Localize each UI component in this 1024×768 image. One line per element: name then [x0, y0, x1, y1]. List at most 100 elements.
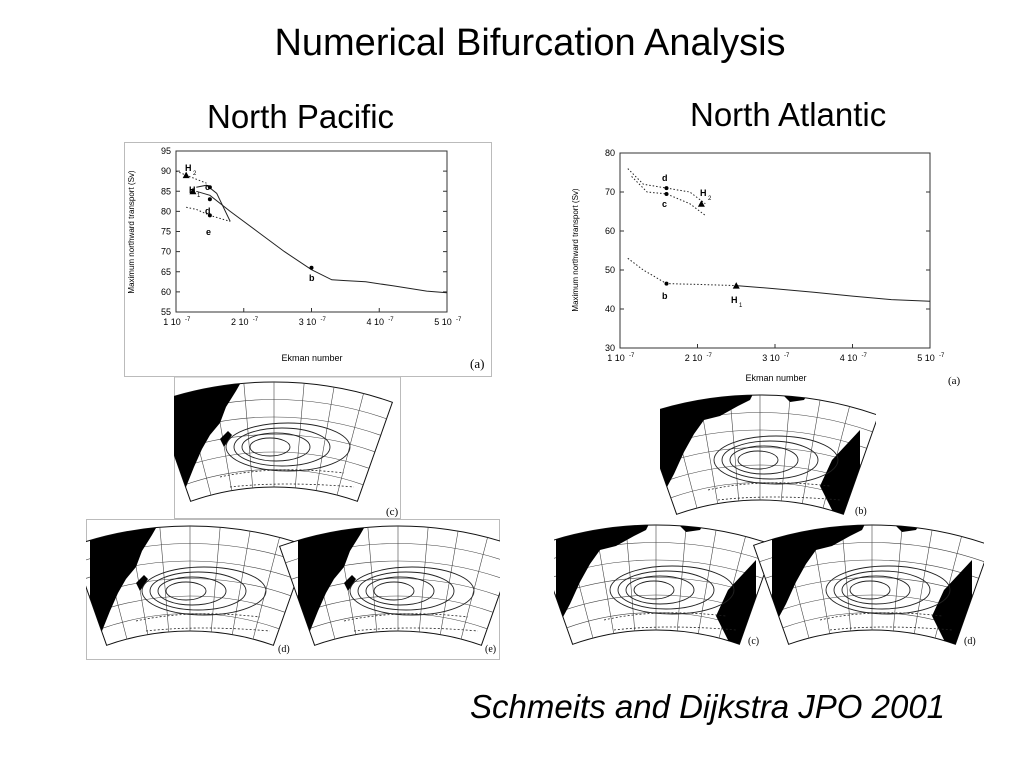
streamline-contour: [713, 435, 839, 485]
point-label-c: c: [205, 182, 210, 192]
x-tick-label: 3 10: [762, 353, 780, 363]
point-label-h2: H: [185, 163, 192, 173]
pacific-map-c: (c): [174, 377, 401, 519]
map-label-d: (d): [964, 636, 976, 647]
marker-h2: [697, 200, 705, 207]
streamline-contour: [633, 580, 675, 600]
y-tick-label: 60: [605, 226, 615, 236]
streamline-contour: [849, 580, 891, 600]
streamline-contour: [349, 566, 475, 616]
streamline-contour: [825, 565, 951, 615]
y-tick-label: 90: [161, 166, 171, 176]
series-line-solid-0: [196, 190, 448, 294]
pacific-bifurcation-chart: 95 90 85 80 75 70 65 60 55 1 10 -7 2 10 -7 3 10 -7 4 1…: [124, 142, 492, 377]
dashed-contour: [135, 613, 261, 622]
parallel: [184, 469, 364, 486]
series-lines: [175, 170, 448, 294]
dashed-contour: [717, 496, 841, 501]
panel-label-a: (a): [470, 356, 484, 371]
panel-label-a: (a): [948, 375, 961, 387]
north-pacific-heading: North Pacific: [207, 98, 395, 135]
point-label-c: c: [662, 199, 667, 209]
streamline-contour: [157, 576, 227, 606]
x-tick-label: 1 10: [607, 353, 625, 363]
dashed-contour: [829, 626, 953, 631]
point-label-h2-sub: 2: [708, 196, 712, 202]
series-lines: [627, 168, 931, 302]
map-label-e: (e): [485, 644, 496, 655]
y-axis-label: Maximum northward transport (Sv): [571, 188, 580, 311]
x-tick-exponent: -7: [456, 317, 462, 323]
x-tick-label: 5 10: [434, 317, 452, 327]
streamline-contour: [737, 450, 779, 470]
parallel: [178, 451, 370, 469]
north-america-landmass: [660, 395, 755, 500]
japan: [344, 575, 356, 591]
y-tick-label: 65: [161, 267, 171, 277]
x-tick-label: 2 10: [685, 353, 703, 363]
streamline-contour: [233, 427, 331, 467]
streamline-contour: [249, 437, 291, 457]
point-label-b: b: [662, 291, 668, 301]
x-tick-label: 4 10: [366, 317, 384, 327]
land: [174, 382, 244, 502]
marker-c: [207, 185, 212, 190]
map-drawing-e: [278, 525, 500, 646]
point-label-h1-sub: 1: [739, 303, 743, 309]
contours: [707, 435, 841, 501]
x-tick-exponent: -7: [321, 317, 327, 323]
y-tick-label: 80: [605, 148, 615, 158]
marker-d: [664, 186, 669, 191]
atlantic-bifurcation-chart: 80 70 60 50 40 30 1 10 -7 2 10 -7 3 10 -7 4 10 -7 5 1…: [571, 148, 961, 387]
point-label-e: e: [206, 227, 211, 237]
y-tick-label: 75: [161, 227, 171, 237]
series-line-dotted-3: [186, 206, 231, 222]
point-label-h1: H: [189, 185, 196, 195]
asia-landmass: [298, 526, 368, 646]
y-tick-label: 30: [605, 343, 615, 353]
streamline-contour: [225, 422, 351, 472]
dashed-contour: [219, 469, 345, 478]
marker-h2: [182, 171, 190, 179]
x-tick-exponent: -7: [939, 353, 945, 359]
series-line-dotted-3: [631, 176, 706, 216]
pacific-maps-de: (d) (e): [86, 519, 500, 660]
streamline-contour: [165, 581, 207, 601]
north-america-landmass: [772, 525, 867, 630]
streamline-contour: [721, 440, 819, 480]
y-axis-ticks: 80 70 60 50 40 30: [605, 148, 930, 353]
marker-e: [207, 213, 212, 218]
dashed-contour: [229, 483, 355, 488]
dashed-contour: [343, 613, 469, 622]
streamline-contour: [609, 565, 735, 615]
dashed-contour: [613, 626, 737, 631]
dashed-contour: [353, 627, 479, 632]
japan: [220, 431, 232, 447]
x-tick-exponent: -7: [253, 317, 259, 323]
citation: Schmeits and Dijkstra JPO 2001: [470, 688, 946, 725]
point-label-d: d: [662, 173, 668, 183]
streamline-contour: [841, 575, 911, 605]
series-line-dotted-1: [627, 257, 737, 287]
contours: [343, 566, 479, 632]
x-tick-exponent: -7: [784, 353, 790, 359]
y-tick-label: 40: [605, 304, 615, 314]
x-axis-label: Ekman number: [745, 373, 806, 383]
y-tick-label: 80: [161, 206, 171, 216]
series-line-solid-0: [736, 285, 931, 302]
streamline-contour: [241, 432, 311, 462]
y-tick-label: 60: [161, 287, 171, 297]
y-tick-label: 85: [161, 186, 171, 196]
point-label-b: b: [309, 273, 315, 283]
x-axis-ticks: 1 10 -7 2 10 -7 3 10 -7 4 10 -7 5 10 -7: [607, 344, 945, 363]
dashed-contour: [145, 627, 271, 632]
contours: [219, 422, 355, 488]
parallel: [302, 595, 494, 613]
marker-c: [664, 191, 669, 196]
streamline-contour: [625, 575, 695, 605]
streamline-contour: [617, 570, 715, 610]
x-tick-exponent: -7: [629, 353, 635, 359]
marker-h1: [189, 187, 197, 195]
y-tick-label: 70: [161, 247, 171, 257]
y-axis-label: Maximum northward transport (Sv): [127, 170, 136, 293]
